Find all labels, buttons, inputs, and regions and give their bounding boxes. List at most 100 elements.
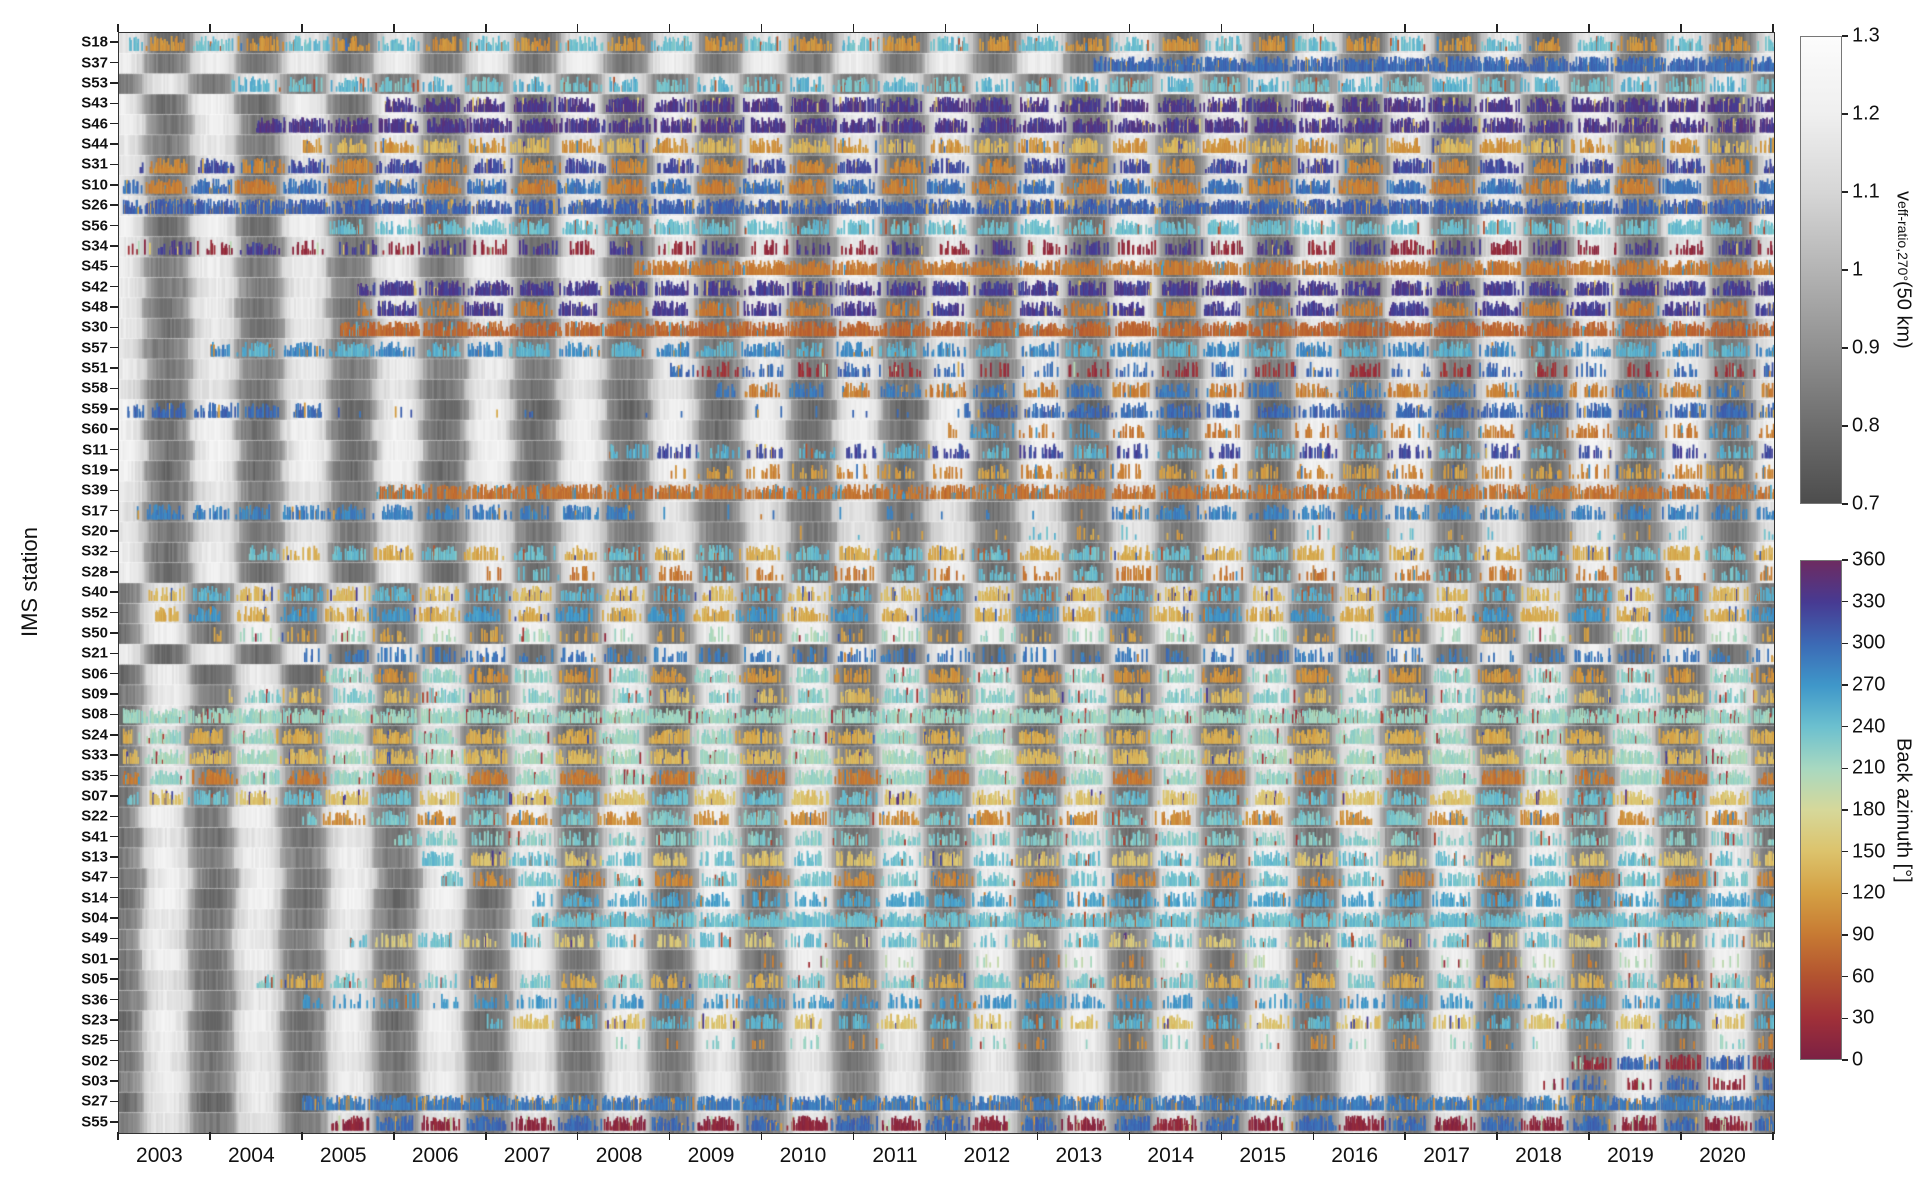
- x-tick-top: [301, 24, 303, 32]
- station-label: S35: [81, 767, 108, 785]
- y-tick: [110, 713, 118, 716]
- x-tick-top: [1588, 24, 1590, 32]
- y-tick: [110, 591, 118, 593]
- y-tick: [110, 1100, 118, 1103]
- veff-label-unit: (50 km): [1892, 281, 1915, 349]
- station-label: S49: [81, 929, 108, 947]
- veff-label-v: v: [1892, 191, 1915, 202]
- station-label: S04: [81, 909, 108, 927]
- colorbar-tick-label: 0: [1852, 1048, 1864, 1071]
- station-label: S52: [81, 604, 108, 622]
- y-tick: [110, 795, 118, 797]
- station-label: S37: [81, 54, 108, 72]
- y-tick: [110, 102, 118, 105]
- y-tick: [110, 815, 118, 817]
- y-tick: [110, 489, 118, 492]
- station-label: S13: [81, 848, 108, 866]
- station-label: S50: [81, 624, 108, 642]
- y-tick: [110, 835, 118, 838]
- station-label: S26: [81, 196, 108, 214]
- x-tick-bottom: [1036, 1132, 1039, 1140]
- station-label: S02: [81, 1052, 108, 1070]
- back-azimuth-colorbar-title: Back azimuth [°]: [1886, 560, 1920, 1060]
- x-tick-label: 2019: [1607, 1144, 1654, 1167]
- x-tick-label: 2005: [319, 1144, 367, 1167]
- colorbar-tick-label: 120: [1852, 881, 1886, 904]
- x-tick-label: 2015: [1239, 1144, 1287, 1167]
- station-label: S40: [81, 583, 108, 601]
- colorbar-tick-label: 1.3: [1852, 24, 1880, 47]
- colorbar-tick-label: 90: [1852, 923, 1875, 946]
- y-tick: [110, 408, 118, 410]
- x-tick-bottom: [1404, 1132, 1406, 1140]
- x-tick-top: [485, 24, 487, 32]
- station-label: S19: [81, 461, 108, 479]
- colorbar-tick: [1842, 503, 1848, 505]
- x-tick-top: [1220, 24, 1223, 32]
- colorbar-tick: [1842, 892, 1848, 895]
- y-tick: [110, 937, 118, 940]
- colorbar-tick-label: 60: [1852, 965, 1875, 988]
- y-tick: [110, 509, 118, 512]
- x-tick-bottom: [852, 1132, 855, 1140]
- station-label: S46: [81, 115, 108, 133]
- station-label: S07: [81, 787, 108, 805]
- y-tick: [110, 978, 118, 980]
- station-label: S10: [81, 176, 108, 194]
- station-label: S43: [81, 94, 108, 112]
- colorbar-tick-label: 270: [1852, 673, 1886, 696]
- y-tick: [110, 224, 118, 227]
- colorbar-tick: [1842, 850, 1848, 853]
- y-tick: [110, 469, 118, 471]
- colorbar-tick: [1842, 1059, 1848, 1061]
- colorbar-tick-label: 330: [1852, 590, 1886, 613]
- colorbar-tick-label: 240: [1852, 715, 1886, 738]
- colorbar-tick: [1842, 35, 1848, 37]
- x-tick-bottom: [1588, 1132, 1590, 1140]
- x-tick-top: [209, 24, 211, 32]
- colorbar-tick: [1842, 600, 1848, 603]
- y-tick: [110, 367, 118, 369]
- station-label: S30: [81, 318, 108, 336]
- colorbar-tick-label: 0.9: [1852, 336, 1880, 359]
- x-tick-top: [393, 24, 395, 32]
- y-tick: [110, 184, 118, 186]
- y-tick: [110, 265, 118, 267]
- station-label: S05: [81, 970, 108, 988]
- x-tick-bottom: [301, 1132, 303, 1140]
- station-label: S03: [81, 1072, 108, 1090]
- y-tick: [110, 876, 118, 879]
- veff-ratio-colorbar-gradient: [1801, 37, 1841, 503]
- y-tick: [110, 428, 118, 430]
- colorbar-tick: [1842, 975, 1848, 978]
- x-tick-label: 2006: [411, 1144, 459, 1167]
- station-label: S32: [81, 542, 108, 560]
- colorbar-tick-label: 1.2: [1852, 102, 1880, 125]
- station-label: S08: [81, 705, 108, 723]
- y-tick: [110, 1121, 118, 1123]
- y-tick: [110, 448, 118, 451]
- x-tick-top: [1772, 24, 1774, 32]
- x-tick-bottom: [1128, 1132, 1131, 1140]
- x-tick-bottom: [1772, 1132, 1774, 1140]
- x-tick-top: [1404, 24, 1406, 32]
- station-label: S31: [81, 155, 108, 173]
- station-label: S20: [81, 522, 108, 540]
- y-tick: [110, 652, 118, 655]
- y-tick: [110, 346, 118, 349]
- x-tick-bottom: [760, 1132, 763, 1140]
- station-label: S09: [81, 685, 108, 703]
- station-label: S17: [81, 502, 108, 520]
- colorbar-tick: [1842, 559, 1848, 561]
- y-tick: [110, 163, 118, 166]
- y-tick: [110, 774, 118, 777]
- x-tick-label: 2008: [595, 1144, 643, 1167]
- y-tick: [110, 61, 118, 64]
- y-tick: [110, 917, 118, 919]
- x-tick-top: [944, 24, 947, 32]
- station-label: S01: [81, 950, 108, 968]
- station-label: S36: [81, 991, 108, 1009]
- station-label: S24: [81, 726, 108, 744]
- y-tick: [110, 530, 118, 532]
